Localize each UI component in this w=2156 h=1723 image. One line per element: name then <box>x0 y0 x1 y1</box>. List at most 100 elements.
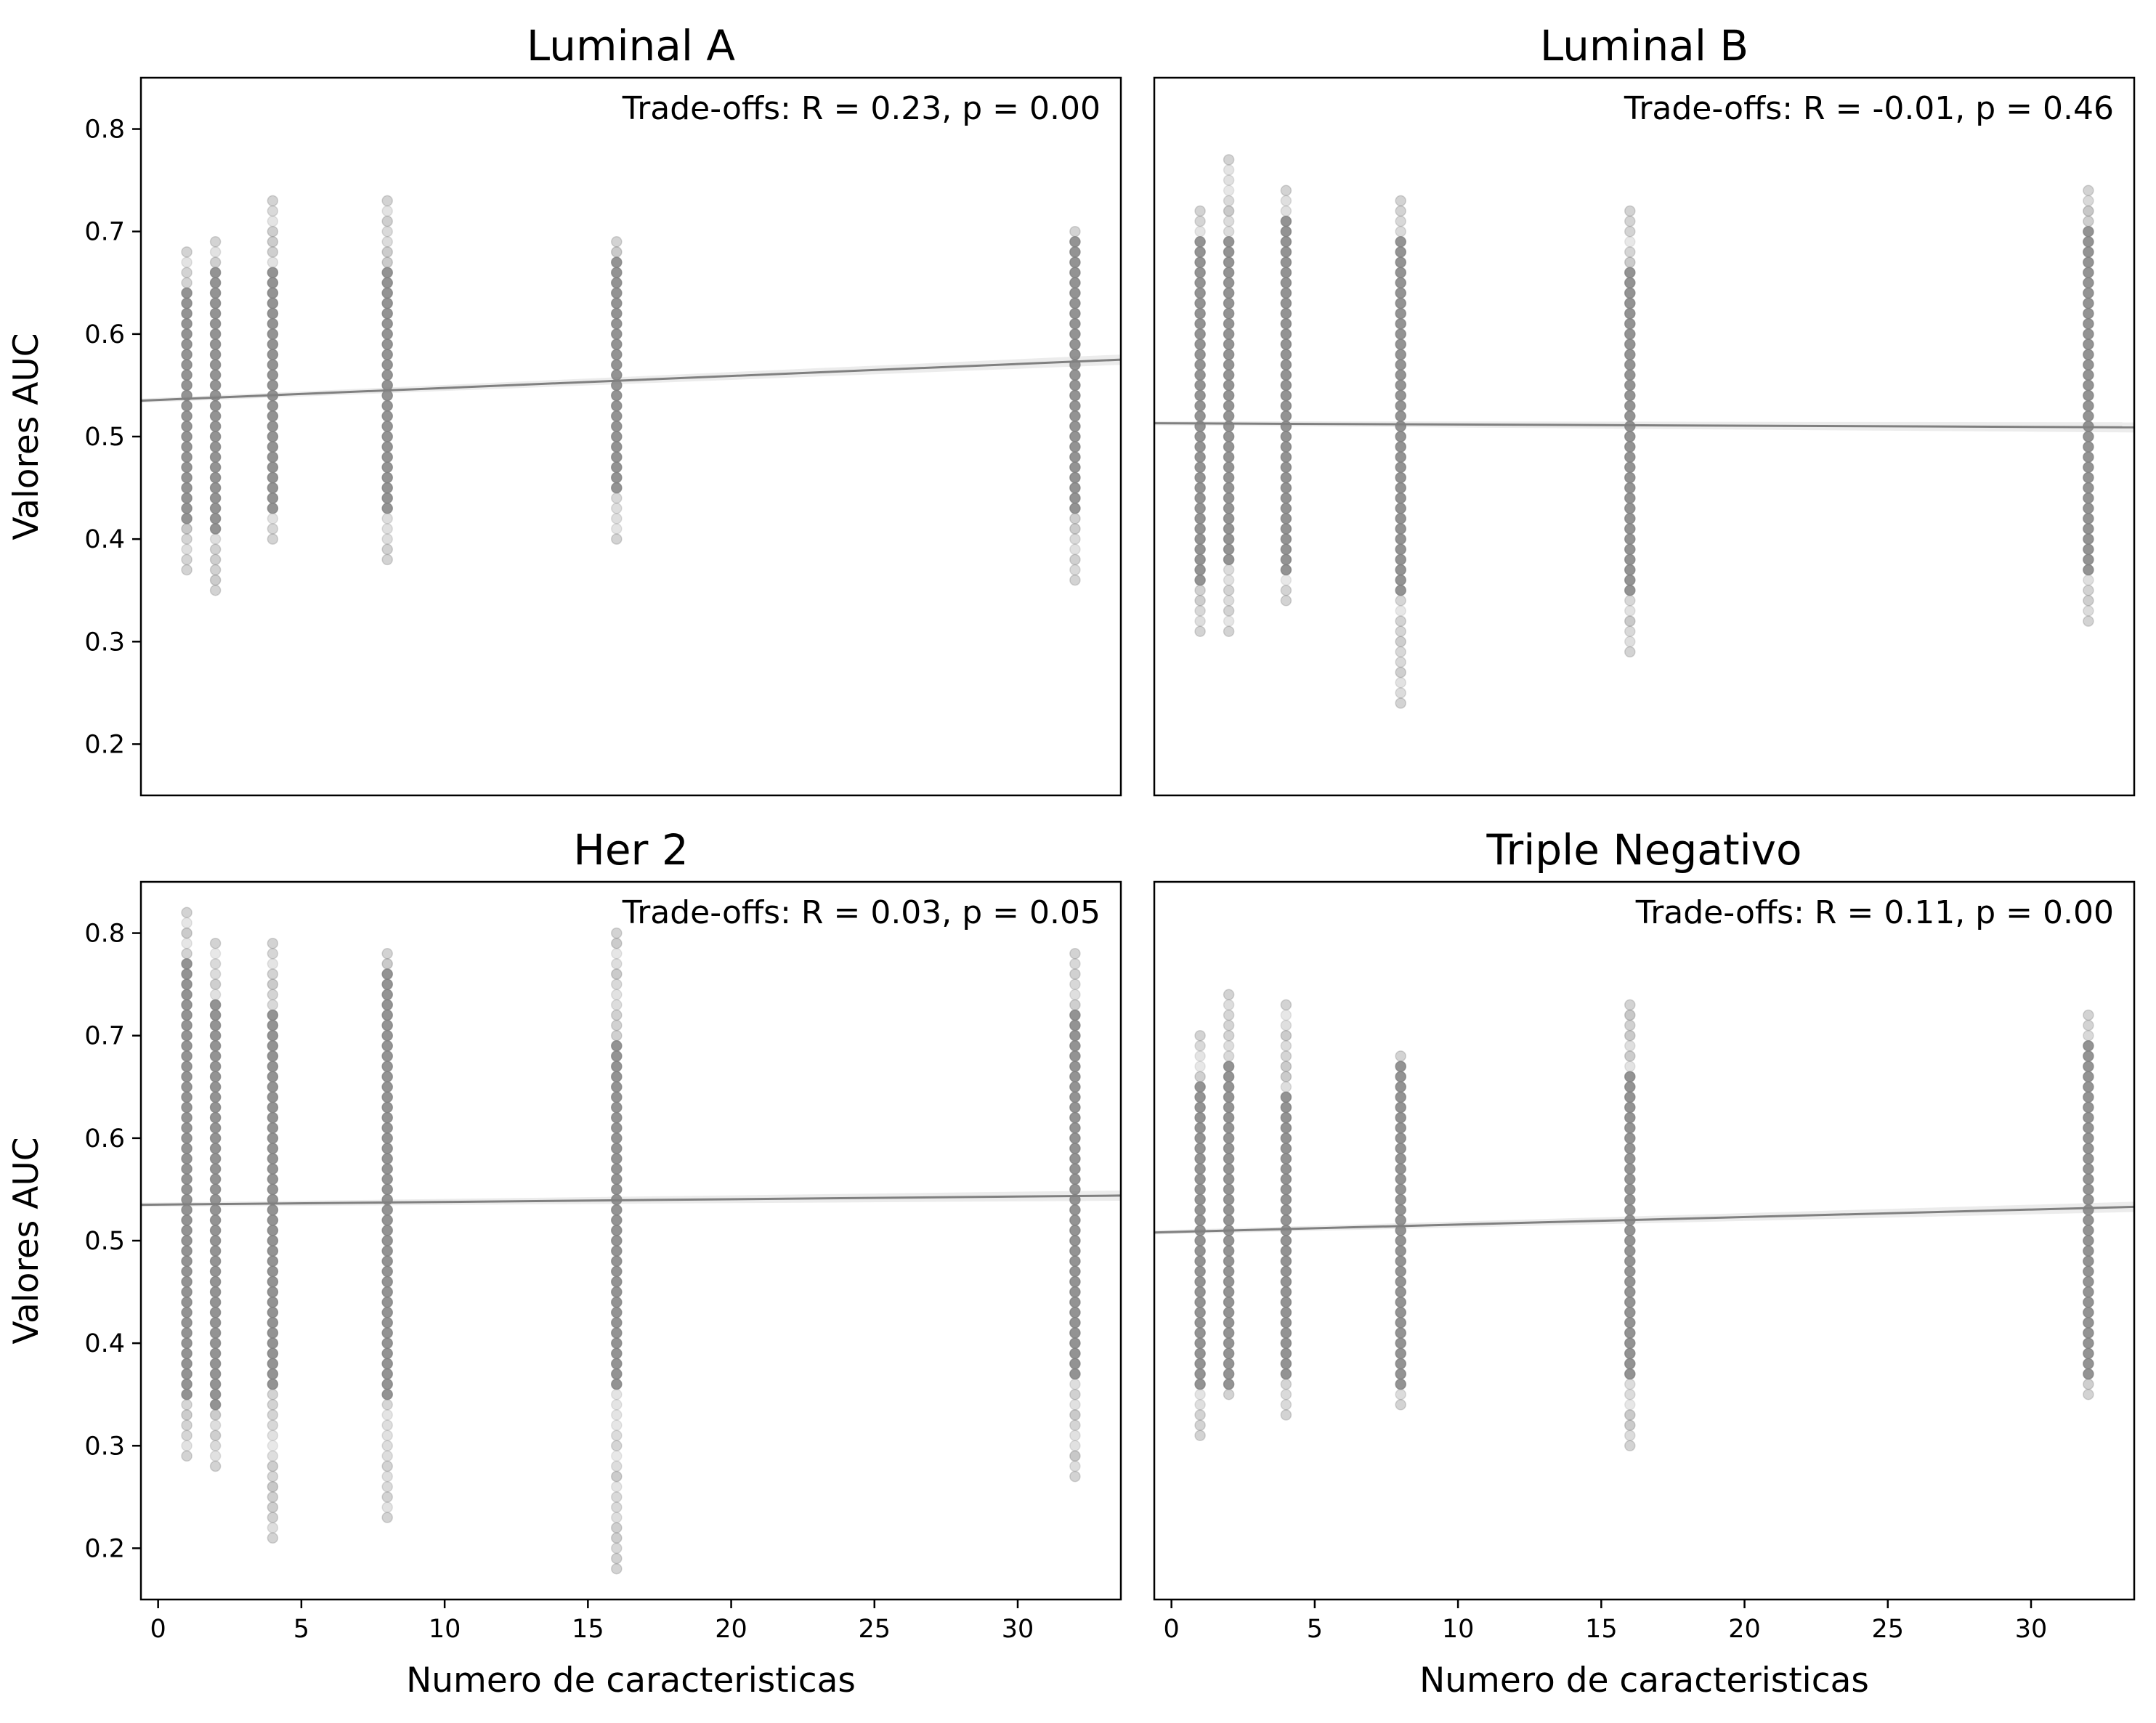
data-point <box>267 307 279 320</box>
data-point <box>209 1307 222 1318</box>
data-point <box>1223 513 1235 524</box>
data-point <box>1624 277 1636 289</box>
data-point <box>1280 1255 1292 1267</box>
data-point <box>181 1081 192 1093</box>
data-point <box>181 1409 192 1421</box>
data-point <box>181 1029 192 1042</box>
data-point <box>1194 1143 1206 1154</box>
data-point <box>267 1512 279 1523</box>
data-point <box>181 1265 192 1278</box>
data-point <box>381 503 393 514</box>
data-point <box>1223 1235 1235 1246</box>
data-point <box>1395 523 1406 535</box>
data-point <box>267 1317 279 1329</box>
data-point <box>1624 1276 1636 1288</box>
data-point <box>1194 328 1206 340</box>
data-point <box>1069 1153 1081 1164</box>
data-point <box>1069 1132 1081 1144</box>
data-point <box>1069 1337 1081 1349</box>
data-point <box>267 1409 279 1421</box>
data-point <box>267 978 279 990</box>
data-point <box>1280 338 1292 350</box>
data-point <box>1624 513 1636 524</box>
data-point <box>1223 1019 1235 1031</box>
data-point <box>1280 369 1292 381</box>
data-point <box>1280 410 1292 422</box>
data-point <box>381 328 393 340</box>
data-point <box>381 267 393 278</box>
data-point <box>611 410 623 422</box>
data-point <box>611 389 623 402</box>
data-point <box>381 1358 393 1370</box>
data-point <box>611 927 623 939</box>
data-point <box>1194 584 1206 596</box>
data-point <box>1395 1286 1406 1298</box>
data-point <box>1280 451 1292 463</box>
data-point <box>1069 1091 1081 1103</box>
data-point <box>1280 1307 1292 1318</box>
data-point <box>1223 1204 1235 1216</box>
data-point <box>2083 1378 2094 1390</box>
data-point <box>611 492 623 504</box>
data-point <box>181 1368 192 1380</box>
data-point <box>209 1430 222 1441</box>
data-point <box>1223 523 1235 535</box>
data-point <box>1395 1399 1406 1411</box>
data-point <box>181 968 192 980</box>
data-point <box>1069 492 1081 504</box>
data-point <box>381 1009 393 1021</box>
data-point <box>1194 1430 1206 1441</box>
data-point <box>611 328 623 340</box>
data-point <box>2083 297 2094 309</box>
data-point <box>2083 503 2094 514</box>
data-point <box>1194 574 1206 586</box>
data-point <box>1223 1347 1235 1360</box>
data-point <box>267 1378 279 1390</box>
data-point <box>1280 349 1292 360</box>
data-point <box>267 1040 279 1052</box>
data-point <box>611 948 623 960</box>
data-point <box>267 523 279 535</box>
data-point <box>611 1132 623 1144</box>
data-point <box>1395 1296 1406 1308</box>
data-point <box>1223 1276 1235 1288</box>
data-point <box>1223 1337 1235 1349</box>
data-point <box>181 1378 192 1390</box>
data-point <box>209 1101 222 1114</box>
data-point <box>2083 410 2094 422</box>
data-point <box>1395 349 1406 360</box>
data-point <box>1624 359 1636 370</box>
data-point <box>1280 471 1292 484</box>
data-point <box>1280 441 1292 453</box>
data-point <box>2083 1071 2094 1082</box>
data-point <box>209 1460 222 1472</box>
data-point <box>267 999 279 1011</box>
data-point <box>1395 513 1406 524</box>
data-point <box>1280 1368 1292 1380</box>
data-point <box>1280 195 1292 207</box>
data-point <box>1280 1143 1292 1154</box>
data-point <box>181 1327 192 1339</box>
data-point <box>1624 1009 1636 1021</box>
data-point <box>1069 1163 1081 1175</box>
data-point <box>267 328 279 340</box>
data-point <box>209 999 222 1011</box>
data-point <box>1223 1091 1235 1103</box>
data-point <box>1223 338 1235 350</box>
data-point <box>1395 564 1406 576</box>
data-point <box>381 1480 393 1493</box>
data-point <box>381 1440 393 1452</box>
data-point <box>1395 277 1406 289</box>
data-point <box>1223 1163 1235 1175</box>
data-point <box>1194 1153 1206 1164</box>
data-point <box>1069 1286 1081 1298</box>
data-point <box>1194 1255 1206 1267</box>
data-point <box>209 1255 222 1267</box>
data-point <box>2083 605 2094 617</box>
data-point <box>1069 451 1081 463</box>
data-point <box>1223 615 1235 627</box>
data-point <box>1395 205 1406 217</box>
data-point <box>1395 195 1406 207</box>
data-point <box>181 1019 192 1031</box>
data-point <box>1069 1368 1081 1380</box>
